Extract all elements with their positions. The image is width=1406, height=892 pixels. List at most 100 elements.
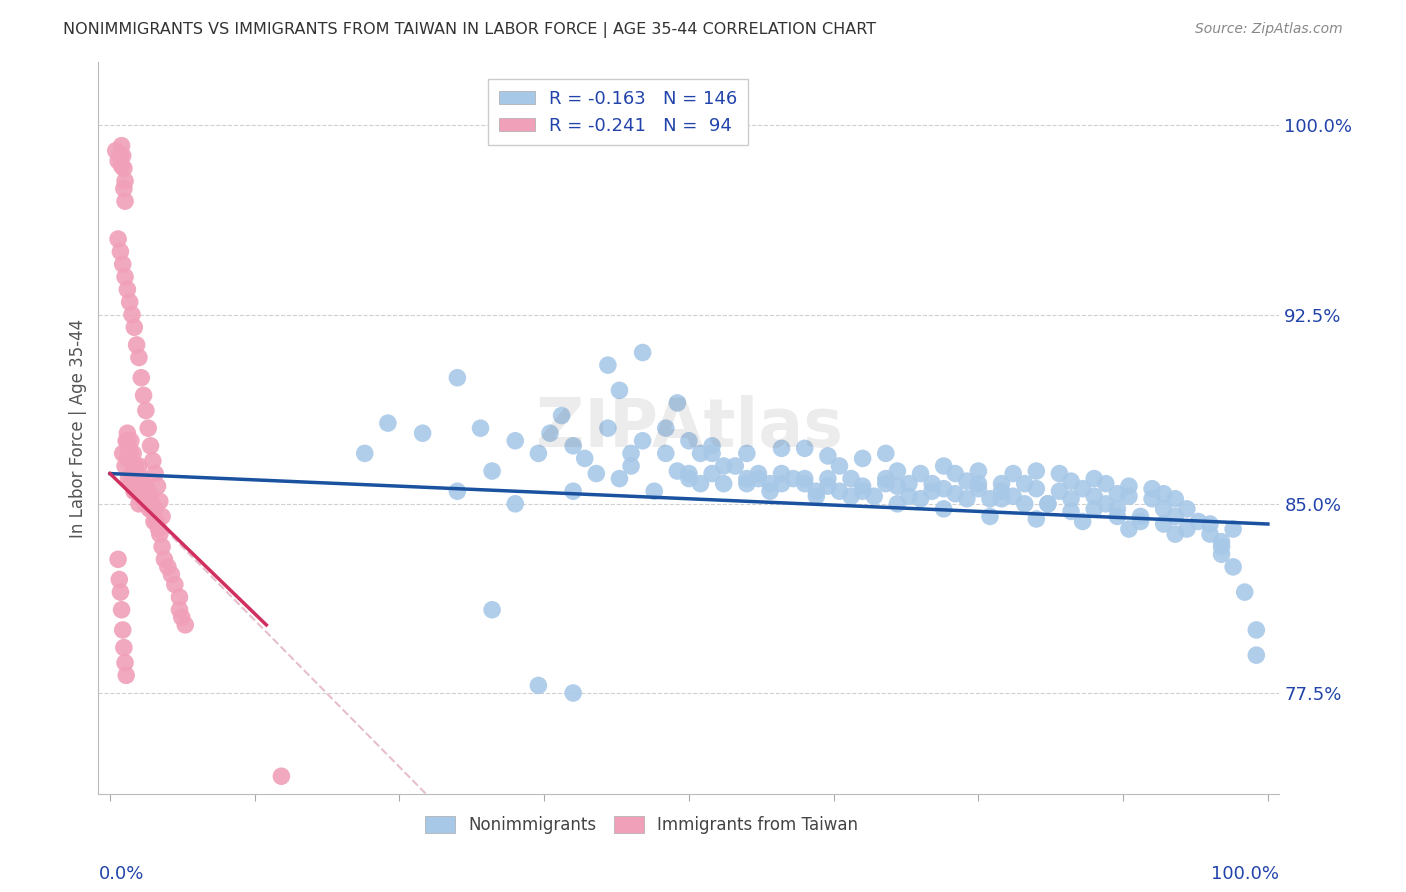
Point <box>125 467 148 481</box>
Point <box>967 464 990 478</box>
Point <box>470 421 492 435</box>
Point <box>136 491 159 506</box>
Point <box>108 573 131 587</box>
Point <box>124 484 146 499</box>
Point <box>124 458 146 473</box>
Point <box>118 446 141 460</box>
Point <box>967 482 990 496</box>
Point <box>897 476 920 491</box>
Point <box>110 585 132 599</box>
Point <box>689 446 711 460</box>
Point <box>1199 527 1222 541</box>
Point <box>793 476 815 491</box>
Point <box>886 497 908 511</box>
Point <box>118 295 141 310</box>
Point <box>1164 509 1187 524</box>
Point <box>817 449 839 463</box>
Point <box>956 474 979 488</box>
Point <box>129 476 152 491</box>
Point <box>160 567 183 582</box>
Point <box>793 442 815 456</box>
Point <box>125 476 148 491</box>
Point <box>1246 648 1268 662</box>
Point <box>724 458 747 473</box>
Point <box>631 434 654 448</box>
Point <box>114 656 136 670</box>
Point <box>782 472 804 486</box>
Point <box>1014 476 1036 491</box>
Point <box>112 161 135 176</box>
Point <box>446 370 468 384</box>
Point <box>1222 560 1244 574</box>
Point <box>1164 527 1187 541</box>
Point <box>377 416 399 430</box>
Point <box>169 590 191 604</box>
Point <box>150 509 173 524</box>
Point <box>1211 534 1233 549</box>
Text: Source: ZipAtlas.com: Source: ZipAtlas.com <box>1195 22 1343 37</box>
Point <box>932 501 955 516</box>
Point <box>1175 501 1198 516</box>
Point <box>990 491 1012 506</box>
Point <box>114 458 136 473</box>
Point <box>136 482 159 496</box>
Point <box>148 522 170 536</box>
Point <box>1211 547 1233 561</box>
Point <box>112 640 135 655</box>
Point <box>1153 487 1175 501</box>
Point <box>118 451 141 466</box>
Point <box>678 434 700 448</box>
Point <box>979 509 1001 524</box>
Legend: Nonimmigrants, Immigrants from Taiwan: Nonimmigrants, Immigrants from Taiwan <box>419 809 865 840</box>
Point <box>132 476 155 491</box>
Point <box>1002 489 1025 503</box>
Point <box>817 472 839 486</box>
Point <box>121 467 143 481</box>
Point <box>770 467 793 481</box>
Point <box>481 464 503 478</box>
Point <box>747 472 769 486</box>
Point <box>114 174 136 188</box>
Point <box>1036 497 1059 511</box>
Point <box>122 446 145 460</box>
Point <box>143 515 166 529</box>
Point <box>132 388 155 402</box>
Point <box>1025 482 1047 496</box>
Point <box>817 479 839 493</box>
Point <box>128 458 150 473</box>
Point <box>1164 491 1187 506</box>
Point <box>1049 484 1071 499</box>
Point <box>828 484 851 499</box>
Point <box>875 476 897 491</box>
Point <box>107 153 129 168</box>
Point <box>631 345 654 359</box>
Point <box>828 458 851 473</box>
Point <box>806 484 828 499</box>
Point <box>503 434 526 448</box>
Point <box>120 434 142 448</box>
Point <box>1049 467 1071 481</box>
Point <box>1060 491 1083 506</box>
Point <box>596 358 619 372</box>
Point <box>806 489 828 503</box>
Point <box>124 484 146 499</box>
Point <box>1211 540 1233 554</box>
Point <box>1083 501 1105 516</box>
Point <box>700 446 723 460</box>
Point <box>1140 482 1163 496</box>
Point <box>111 623 134 637</box>
Point <box>713 476 735 491</box>
Point <box>129 484 152 499</box>
Point <box>124 320 146 334</box>
Point <box>129 370 152 384</box>
Point <box>150 540 173 554</box>
Point <box>1233 585 1256 599</box>
Point <box>735 476 758 491</box>
Point <box>145 515 167 529</box>
Point <box>770 442 793 456</box>
Point <box>655 446 678 460</box>
Point <box>128 497 150 511</box>
Point <box>1246 623 1268 637</box>
Point <box>609 384 631 398</box>
Point <box>170 610 193 624</box>
